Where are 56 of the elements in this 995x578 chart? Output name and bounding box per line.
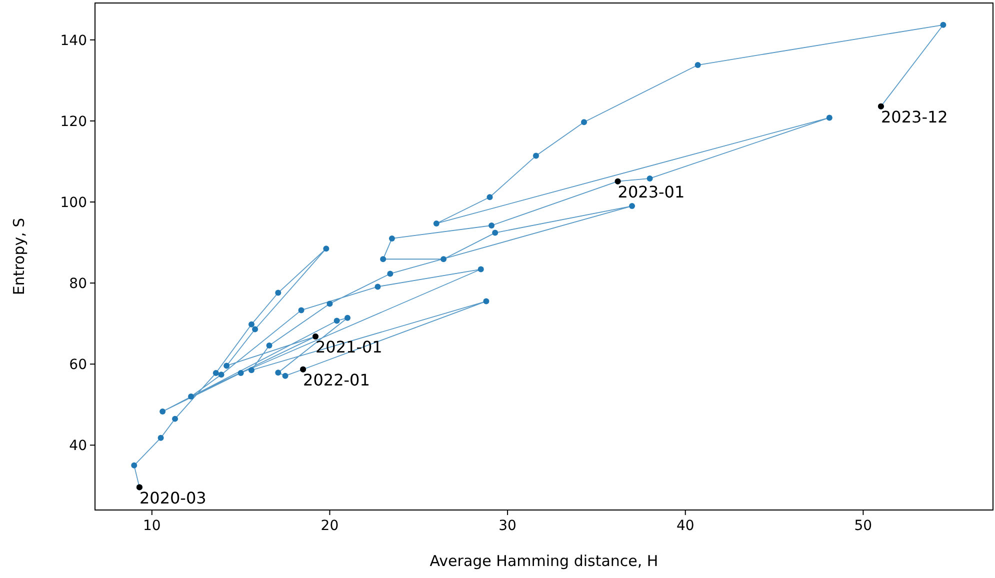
point [483, 298, 490, 304]
x-tick-label: 30 [498, 518, 516, 534]
point [433, 220, 440, 226]
point [252, 326, 258, 332]
point [158, 434, 164, 441]
point [380, 256, 386, 262]
annotation: 2023-01 [618, 182, 685, 202]
x-tick-label: 20 [320, 518, 339, 534]
point [160, 408, 166, 415]
point [188, 394, 194, 400]
y-axis-title: Entropy, S [10, 218, 28, 296]
point [323, 246, 330, 252]
point [581, 119, 588, 126]
point [282, 372, 288, 379]
y-tick-label: 120 [60, 114, 87, 130]
x-tick-label: 10 [142, 518, 161, 534]
point [224, 362, 230, 369]
point [826, 114, 832, 121]
annotation: 2023-12 [880, 107, 948, 126]
x-tick-label: 50 [854, 518, 872, 534]
point [533, 152, 539, 159]
point [646, 175, 653, 182]
point [131, 462, 138, 468]
point [940, 22, 946, 28]
y-tick-label: 60 [69, 357, 87, 374]
y-tick-label: 80 [69, 276, 87, 292]
y-tick-label: 140 [60, 32, 87, 49]
point [694, 62, 701, 68]
point [334, 318, 340, 324]
point [478, 266, 484, 272]
y-tick-label: 100 [60, 194, 87, 211]
point [492, 230, 498, 236]
point [488, 222, 495, 228]
point [238, 370, 244, 376]
point [344, 314, 351, 321]
annotation: 2020-03 [139, 488, 206, 508]
point [248, 321, 254, 328]
y-tick-label: 40 [69, 438, 87, 454]
point [275, 370, 282, 376]
point [248, 367, 254, 374]
x-axis-title: Average Hamming distance, H [430, 552, 658, 570]
point [387, 270, 394, 277]
annotation: 2022-01 [303, 370, 370, 390]
point [374, 284, 381, 290]
point [172, 416, 178, 422]
point [298, 307, 304, 314]
point [275, 290, 282, 296]
point [629, 203, 636, 210]
point [440, 256, 447, 262]
point [266, 342, 272, 348]
x-tick-label: 40 [676, 518, 694, 534]
point [218, 372, 224, 378]
point [212, 370, 219, 376]
point [388, 235, 395, 242]
point [326, 300, 333, 307]
point [486, 194, 493, 200]
